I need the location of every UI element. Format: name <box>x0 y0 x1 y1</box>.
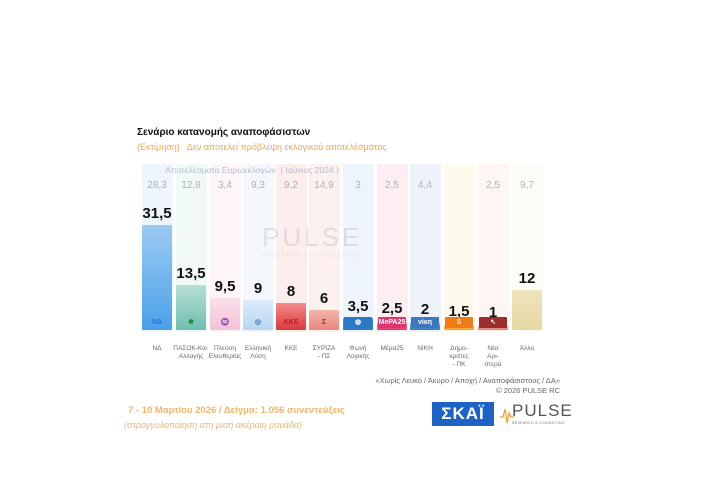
x-axis-label: Φωνή Λογικής <box>346 345 370 360</box>
chart-title: Σενάριο κατανομής αναποφάσιστων <box>137 127 311 138</box>
x-axis-label: ΝΔ <box>152 345 162 352</box>
value-label: 3,5 <box>347 298 369 316</box>
pasok-party-logo-icon: ✹ <box>188 319 194 326</box>
value-label: 9 <box>253 280 263 297</box>
previous-results-caption: Αποτελέσματα Ευρωεκλογών ( Ιούνιος 2024 … <box>165 165 339 175</box>
chart-subtitle: (Εκτίμηση) Δεν αποτελεί πρόβλεψη εκλογικ… <box>137 142 387 152</box>
skai-logo: ΣΚΑΪ <box>432 402 494 426</box>
previous-value: 2,5 <box>385 180 399 191</box>
value-label: 6 <box>319 290 329 307</box>
x-axis-label: ΚΚΕ <box>284 345 298 352</box>
value-label: 31,5 <box>142 205 172 222</box>
footnote-exclusions: «Χωρίς Λευκό / Άκυρο / Αποχή / Αναποφάσι… <box>375 376 560 385</box>
value-label: 8 <box>286 283 296 301</box>
column-background <box>342 164 374 332</box>
elliniki-party-logo-icon: ◎ <box>254 319 262 326</box>
x-axis-label: Ελληνική Λύση <box>244 345 271 360</box>
previous-value: 9,7 <box>520 180 534 191</box>
foni-party-logo-icon: ◍ <box>344 317 372 328</box>
bar-kke <box>276 303 306 330</box>
previous-value: 12,8 <box>181 180 201 191</box>
previous-value: 4,4 <box>418 180 432 191</box>
bar-plefsi <box>210 298 240 330</box>
x-axis-label: Δημο- κράτες - ΠΚ <box>449 345 469 368</box>
nea_aristera-party-logo-icon: ↖ <box>479 317 507 328</box>
previous-value: 28,3 <box>147 180 167 191</box>
pulse-logo-word: PULSE <box>512 401 573 420</box>
value-label: 12 <box>518 270 536 287</box>
column-background <box>409 164 441 332</box>
x-axis-label: ΣΥΡΙΖΑ - ΠΣ <box>312 345 336 360</box>
footnote-copyright: © 2026 PULSE RC <box>496 386 560 395</box>
column-background <box>443 164 475 332</box>
bar-nd <box>142 225 172 330</box>
bar-pasok <box>176 285 206 330</box>
x-axis-label: Μέρα25 <box>380 345 404 352</box>
previous-value: 3 <box>355 180 361 191</box>
syriza-party-logo-icon: Σ <box>321 319 327 326</box>
kke-party-logo-icon: ΚΚΕ <box>283 319 299 326</box>
footnote: «Χωρίς Λευκό / Άκυρο / Αποχή / Αναποφάσι… <box>375 376 560 396</box>
previous-value: 14,9 <box>314 180 334 191</box>
rounding-note: (στρογγυλοποίηση στη μισή ακέραιη μονάδα… <box>124 420 302 430</box>
column-background <box>477 164 509 332</box>
bar-allo <box>512 290 542 330</box>
dimokrates-party-logo-icon: S <box>445 317 473 328</box>
previous-value: 2,5 <box>486 180 500 191</box>
x-axis-label: Νέα Αρι- στερά <box>484 345 502 368</box>
bar-nea_aristera <box>478 326 508 330</box>
bar-elliniki <box>243 300 273 330</box>
pulse-logo: PULSE RESEARCH & CONSULTING <box>500 401 573 429</box>
pulse-watermark: PULSE RESEARCH & CONSULTING <box>262 222 362 259</box>
plefsi-party-logo-icon: ♒ <box>220 319 230 326</box>
niki-party-logo-icon: νίκη <box>411 317 439 328</box>
x-axis-label: ΝΙΚΗ <box>417 345 433 352</box>
value-label: 1 <box>488 304 498 321</box>
column-background <box>308 164 340 332</box>
bar-syriza <box>309 310 339 330</box>
watermark-sub: RESEARCH & CONSULTING <box>262 253 360 259</box>
value-label: 2,5 <box>381 299 403 317</box>
watermark-word: PULSE <box>262 222 363 252</box>
value-label: 2 <box>420 301 430 319</box>
value-label: 13,5 <box>176 265 206 282</box>
column-background <box>376 164 408 332</box>
nd-party-logo-icon: ΝΔ <box>151 319 163 326</box>
pulse-wave-icon <box>500 408 514 424</box>
previous-value: 9,3 <box>251 180 265 191</box>
fieldwork-info: 7 - 10 Μαρτίου 2026 / Δείγμα: 1.056 συνε… <box>128 405 345 416</box>
previous-value: 3,4 <box>218 180 232 191</box>
pulse-logo-sub: RESEARCH & CONSULTING <box>512 421 565 425</box>
value-label: 1,5 <box>448 303 470 320</box>
previous-value: 9,2 <box>284 180 298 191</box>
x-axis-label: Πλεύση Ελευθερίας <box>208 345 242 360</box>
value-label: 9,5 <box>214 278 236 296</box>
x-axis-label: ΠΑΣΟΚ-Κιν. Αλλαγής <box>173 345 209 360</box>
x-axis-label: Άλλο <box>519 345 535 352</box>
mera25-party-logo-icon: MePA25 <box>378 317 406 328</box>
